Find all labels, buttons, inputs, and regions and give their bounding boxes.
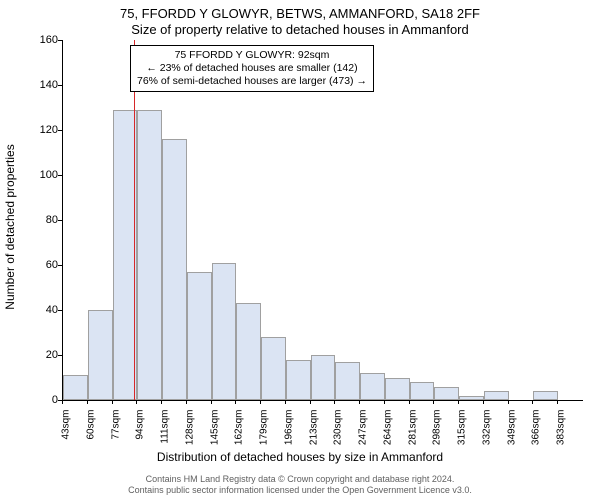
y-tick-label: 100	[28, 169, 58, 181]
y-tick-label: 160	[28, 34, 58, 46]
y-tick-mark	[58, 85, 62, 86]
x-tick-mark	[161, 400, 162, 404]
x-tick-mark	[87, 400, 88, 404]
x-tick-mark	[235, 400, 236, 404]
x-tick-mark	[260, 400, 261, 404]
x-tick-mark	[334, 400, 335, 404]
chart-title-line2: Size of property relative to detached ho…	[0, 22, 600, 37]
x-tick-mark	[136, 400, 137, 404]
y-tick-mark	[58, 265, 62, 266]
x-tick-mark	[409, 400, 410, 404]
x-tick-mark	[557, 400, 558, 404]
histogram-bar	[261, 337, 286, 400]
info-box-line2: ← 23% of detached houses are smaller (14…	[137, 62, 367, 75]
x-tick-mark	[186, 400, 187, 404]
histogram-bar	[236, 303, 261, 400]
y-tick-label: 140	[28, 79, 58, 91]
x-tick-mark	[310, 400, 311, 404]
histogram-bar	[286, 360, 311, 401]
y-tick-mark	[58, 310, 62, 311]
histogram-bar	[533, 391, 558, 400]
histogram-bar	[311, 355, 336, 400]
y-tick-label: 80	[28, 214, 58, 226]
marker-line	[134, 40, 135, 400]
x-tick-mark	[112, 400, 113, 404]
chart-title-line1: 75, FFORDD Y GLOWYR, BETWS, AMMANFORD, S…	[0, 6, 600, 21]
x-tick-mark	[458, 400, 459, 404]
x-tick-mark	[285, 400, 286, 404]
plot-area	[62, 40, 583, 401]
x-tick-mark	[359, 400, 360, 404]
histogram-bar	[162, 139, 187, 400]
y-tick-mark	[58, 130, 62, 131]
footer-text: Contains HM Land Registry data © Crown c…	[0, 474, 600, 496]
x-tick-mark	[433, 400, 434, 404]
y-tick-mark	[58, 355, 62, 356]
y-tick-label: 40	[28, 304, 58, 316]
info-box: 75 FFORDD Y GLOWYR: 92sqm ← 23% of detac…	[130, 45, 374, 92]
histogram-bar	[484, 391, 509, 400]
histogram-bar	[335, 362, 360, 400]
x-tick-mark	[62, 400, 63, 404]
histogram-bar	[137, 110, 162, 400]
histogram-bar	[63, 375, 88, 400]
y-tick-label: 120	[28, 124, 58, 136]
histogram-bar	[434, 387, 459, 401]
y-tick-label: 0	[28, 394, 58, 406]
y-tick-mark	[58, 175, 62, 176]
x-axis-label: Distribution of detached houses by size …	[0, 450, 600, 464]
y-tick-label: 60	[28, 259, 58, 271]
x-tick-mark	[211, 400, 212, 404]
histogram-bar	[410, 382, 435, 400]
info-box-line1: 75 FFORDD Y GLOWYR: 92sqm	[137, 49, 367, 62]
histogram-bar	[459, 396, 484, 401]
histogram-bar	[187, 272, 212, 400]
x-tick-mark	[483, 400, 484, 404]
info-box-line3: 76% of semi-detached houses are larger (…	[137, 75, 367, 88]
footer-line1: Contains HM Land Registry data © Crown c…	[0, 474, 600, 485]
chart-container: 75, FFORDD Y GLOWYR, BETWS, AMMANFORD, S…	[0, 0, 600, 500]
x-tick-mark	[508, 400, 509, 404]
y-axis-label: Number of detached properties	[3, 144, 17, 309]
histogram-bar	[212, 263, 237, 400]
y-tick-mark	[58, 220, 62, 221]
histogram-bar	[385, 378, 410, 401]
x-tick-mark	[384, 400, 385, 404]
histogram-bar	[88, 310, 113, 400]
y-tick-label: 20	[28, 349, 58, 361]
x-tick-mark	[532, 400, 533, 404]
footer-line2: Contains public sector information licen…	[0, 485, 600, 496]
histogram-bar	[360, 373, 385, 400]
y-tick-mark	[58, 40, 62, 41]
